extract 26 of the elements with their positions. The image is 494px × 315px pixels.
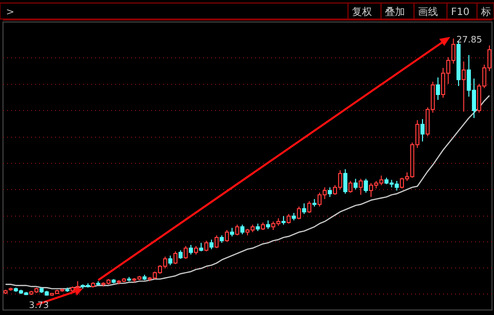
candlestick xyxy=(307,200,312,214)
annotation: 27.85 xyxy=(456,36,482,46)
toolbar: > 复权 叠加 画线 F10 标 xyxy=(0,2,494,20)
candlestick xyxy=(173,250,178,265)
candlestick xyxy=(240,224,244,235)
candlestick xyxy=(168,255,172,266)
candlestick xyxy=(348,180,352,194)
candlestick xyxy=(224,230,229,242)
candlestick xyxy=(354,178,358,190)
candlestick xyxy=(436,76,440,100)
candlestick xyxy=(184,246,188,260)
annotation: 3.73 xyxy=(28,300,49,311)
candlestick xyxy=(188,244,193,256)
candlestick xyxy=(420,118,425,142)
candlestick xyxy=(286,214,291,224)
candlestick xyxy=(296,206,302,220)
candlestick xyxy=(214,234,219,249)
candlestick xyxy=(204,240,208,252)
candlestick xyxy=(328,186,332,198)
candlestick xyxy=(462,60,466,112)
candlestick xyxy=(209,239,214,250)
candlestick xyxy=(235,224,240,236)
candlestick xyxy=(358,178,363,196)
candlestick xyxy=(364,178,368,194)
candlestick xyxy=(302,202,306,214)
candlestick xyxy=(343,168,348,194)
